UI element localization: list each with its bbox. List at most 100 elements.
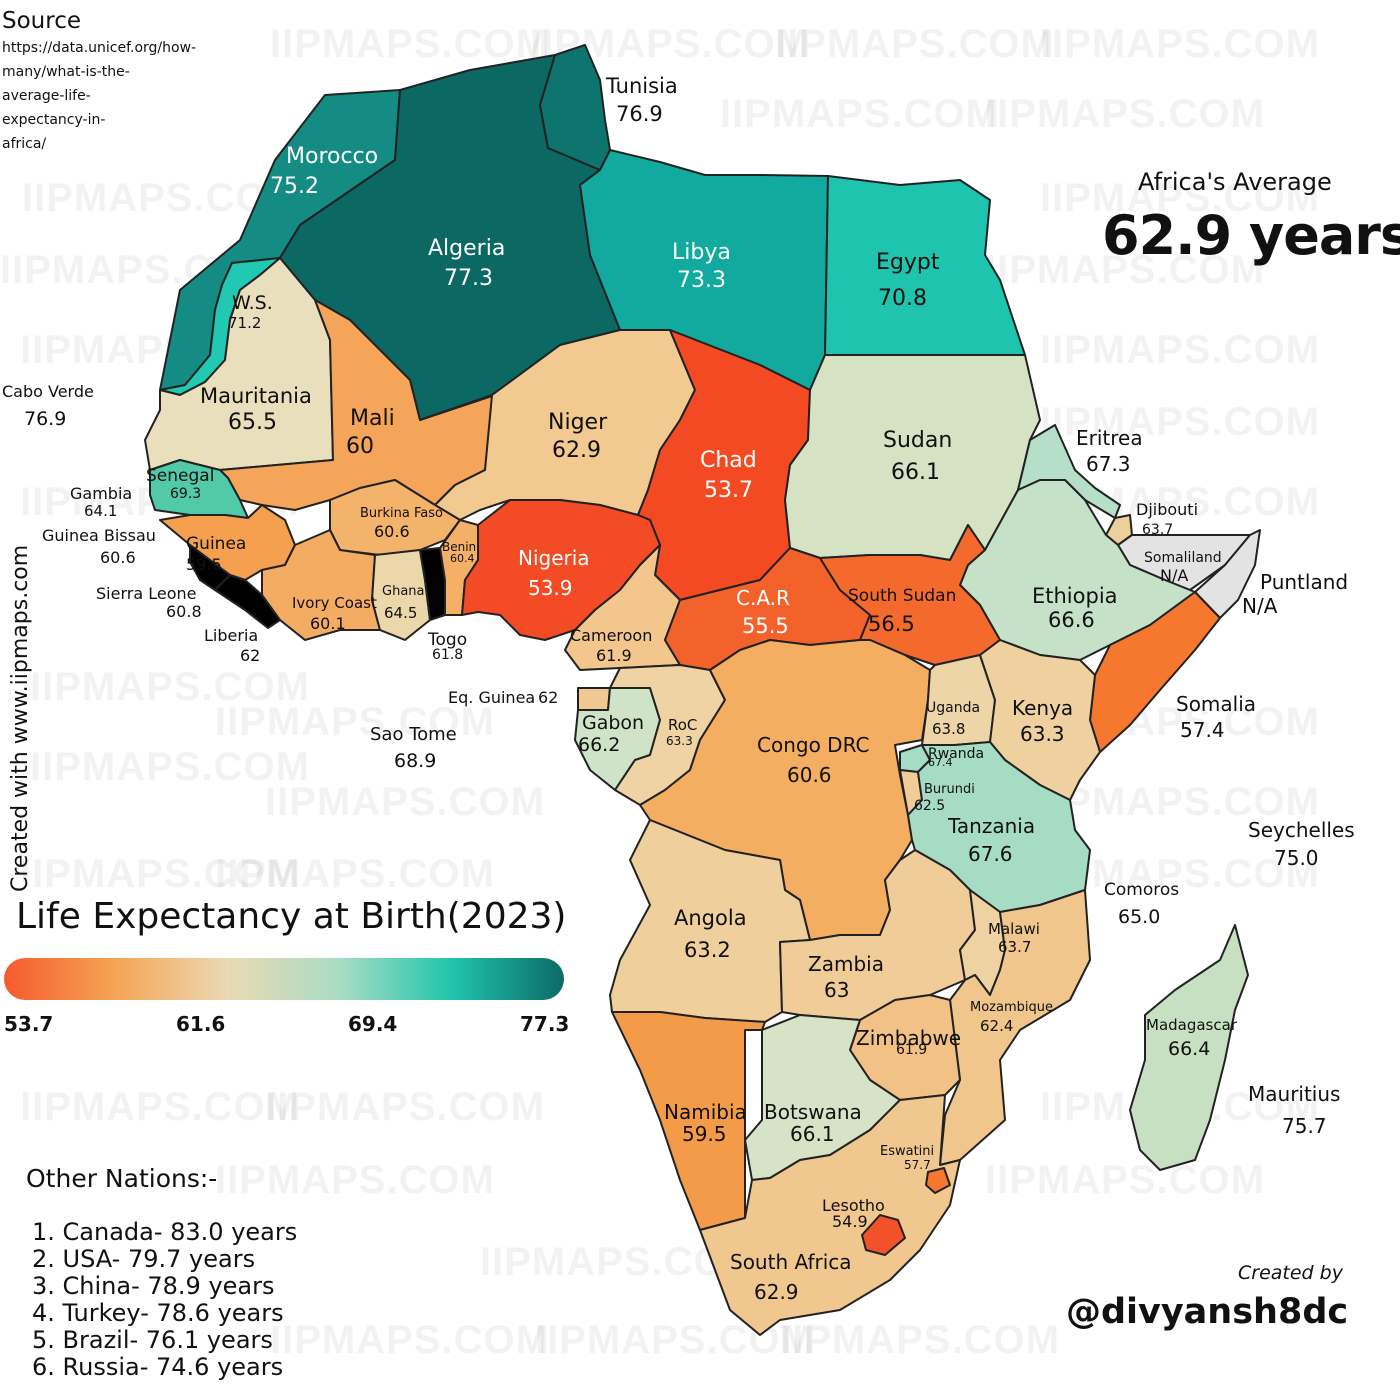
map-title: Life Expectancy at Birth(2023) — [16, 896, 567, 937]
label-zambia-name: Zambia — [808, 952, 884, 976]
label-burkina-faso-value: 60.6 — [374, 522, 410, 541]
label-seychelles-name: Seychelles — [1248, 818, 1355, 842]
label-comoros-value: 65.0 — [1118, 906, 1161, 928]
label-south-africa-name: South Africa — [730, 1250, 852, 1274]
label-libya-value: 73.3 — [677, 268, 726, 293]
label-chad-value: 53.7 — [704, 478, 753, 503]
label-togo-value: 61.8 — [432, 647, 464, 663]
label-angola-name: Angola — [674, 906, 747, 930]
average-value: 62.9 years — [1102, 204, 1400, 267]
country-eswatini[interactable] — [925, 1167, 951, 1194]
label-tunisia-value: 76.9 — [616, 102, 663, 126]
label-rwanda-name: Rwanda — [928, 746, 985, 762]
side-credit: Created with www.iipmaps.com — [8, 544, 33, 892]
label-sao-tome-value: 68.9 — [394, 750, 437, 772]
label-uganda-name: Uganda — [926, 700, 981, 716]
label-niger-value: 62.9 — [552, 438, 601, 463]
label-cabo-verde-name: Cabo Verde — [2, 382, 94, 401]
label-botswana-name: Botswana — [764, 1100, 862, 1124]
label-niger-name: Niger — [548, 410, 608, 435]
other-nation-item: 2. USA- 79.7 years — [32, 1245, 256, 1273]
label-south-sudan-value: 56.5 — [868, 612, 915, 636]
label-nigeria-value: 53.9 — [528, 576, 573, 600]
label-mauritius-name: Mauritius — [1248, 1082, 1341, 1106]
source-url-line: africa/ — [2, 136, 47, 152]
country-namibia[interactable] — [611, 1011, 766, 1231]
label-benin-value: 60.4 — [450, 552, 475, 565]
label-mozambique-name: Mozambique — [970, 1000, 1053, 1015]
label-guinea-bissau-name: Guinea Bissau — [42, 526, 156, 545]
other-nations-title: Other Nations:- — [26, 1164, 218, 1193]
label-ws-name: W.S. — [232, 292, 273, 314]
country-lesotho[interactable] — [861, 1214, 906, 1256]
label-uganda-value: 63.8 — [932, 720, 966, 738]
label-angola-value: 63.2 — [684, 938, 731, 962]
label-chad-name: Chad — [700, 448, 757, 473]
label-algeria-value: 77.3 — [444, 266, 493, 291]
label-eswatini-name: Eswatini — [880, 1144, 935, 1159]
country-eq-guinea[interactable] — [577, 687, 611, 711]
legend-tick: 61.6 — [176, 1012, 226, 1036]
label-sudan-value: 66.1 — [891, 460, 940, 485]
label-mali-value: 60 — [346, 434, 374, 459]
label-south-sudan-name: South Sudan — [848, 586, 957, 606]
country-madagascar[interactable] — [1129, 924, 1249, 1171]
label-algeria-name: Algeria — [428, 236, 506, 261]
other-nation-item: 6. Russia- 74.6 years — [32, 1353, 284, 1381]
label-seychelles-value: 75.0 — [1274, 846, 1319, 870]
legend-tick: 77.3 — [520, 1012, 570, 1036]
label-roc-value: 63.3 — [666, 734, 693, 748]
label-togo-name: Togo — [428, 630, 468, 650]
label-ws-value: 71.2 — [228, 314, 262, 332]
watermark-text: IIPMAPS.COM — [270, 22, 550, 66]
label-burundi-name: Burundi — [924, 782, 975, 797]
label-djibouti-value: 63.7 — [1142, 522, 1174, 538]
label-botswana-value: 66.1 — [790, 1122, 835, 1146]
legend-tick: 69.4 — [348, 1012, 398, 1036]
label-kenya-value: 63.3 — [1020, 722, 1065, 746]
label-namibia-value: 59.5 — [682, 1122, 727, 1146]
watermark-text: IIPMAPS.COM — [215, 1158, 495, 1202]
country-south-sudan[interactable] — [819, 524, 1001, 666]
label-burkina-faso-name: Burkina Faso — [360, 506, 443, 521]
label-morocco-value: 75.2 — [270, 174, 319, 199]
country-puntland[interactable] — [1194, 529, 1261, 619]
label-ghana-name: Ghana — [382, 584, 425, 599]
label-mali-name: Mali — [350, 406, 395, 431]
source-url-line: many/what-is-the- — [2, 64, 130, 80]
label-ivory-coast-name: Ivory Coast — [292, 594, 377, 612]
label-mozambique-value: 62.4 — [980, 1017, 1014, 1035]
label-ghana-value: 64.5 — [384, 604, 418, 622]
country-south-africa[interactable] — [699, 1094, 961, 1336]
label-gabon-name: Gabon — [582, 712, 645, 734]
label-kenya-name: Kenya — [1012, 696, 1074, 720]
label-burundi-value: 62.5 — [914, 798, 946, 814]
label-namibia-name: Namibia — [664, 1100, 747, 1124]
other-nation-item: 3. China- 78.9 years — [32, 1272, 275, 1300]
label-djibouti-name: Djibouti — [1136, 500, 1199, 519]
label-malawi-value: 63.7 — [998, 938, 1032, 956]
author-handle: @divyansh8dc — [1066, 1292, 1349, 1332]
label-eritrea-name: Eritrea — [1076, 426, 1143, 450]
watermark-text: IIPMAPS.COM — [985, 248, 1265, 292]
other-nation-item: 5. Brazil- 76.1 years — [32, 1326, 273, 1354]
label-tunisia-name: Tunisia — [606, 74, 678, 98]
label-eq-guinea-name: Eq. Guinea — [448, 688, 536, 707]
watermark-text: IIPMAPS.COM — [215, 700, 495, 744]
label-senegal-name: Senegal — [146, 466, 215, 486]
label-zimbabwe-name: Zimbabwe — [856, 1026, 962, 1050]
label-cameroon-value: 61.9 — [596, 646, 632, 665]
watermark-text: IIPMAPS.COM — [775, 22, 1055, 66]
label-sao-tome-name: Sao Tome — [370, 724, 457, 745]
label-cabo-verde-value: 76.9 — [24, 408, 67, 430]
label-guinea-bissau-value: 60.6 — [100, 548, 136, 567]
watermark-text: IIPMAPS.COM — [1040, 400, 1320, 444]
label-guinea-value: 59.5 — [186, 555, 222, 574]
label-congo-drc-value: 60.6 — [787, 763, 832, 787]
label-sierra-leone-name: Sierra Leone — [96, 584, 197, 603]
label-liberia-value: 62 — [240, 646, 261, 665]
label-cameroon-name: Cameroon — [570, 626, 653, 645]
watermark-text: IIPMAPS.COM — [1040, 176, 1320, 220]
label-sierra-leone-value: 60.8 — [166, 602, 202, 621]
